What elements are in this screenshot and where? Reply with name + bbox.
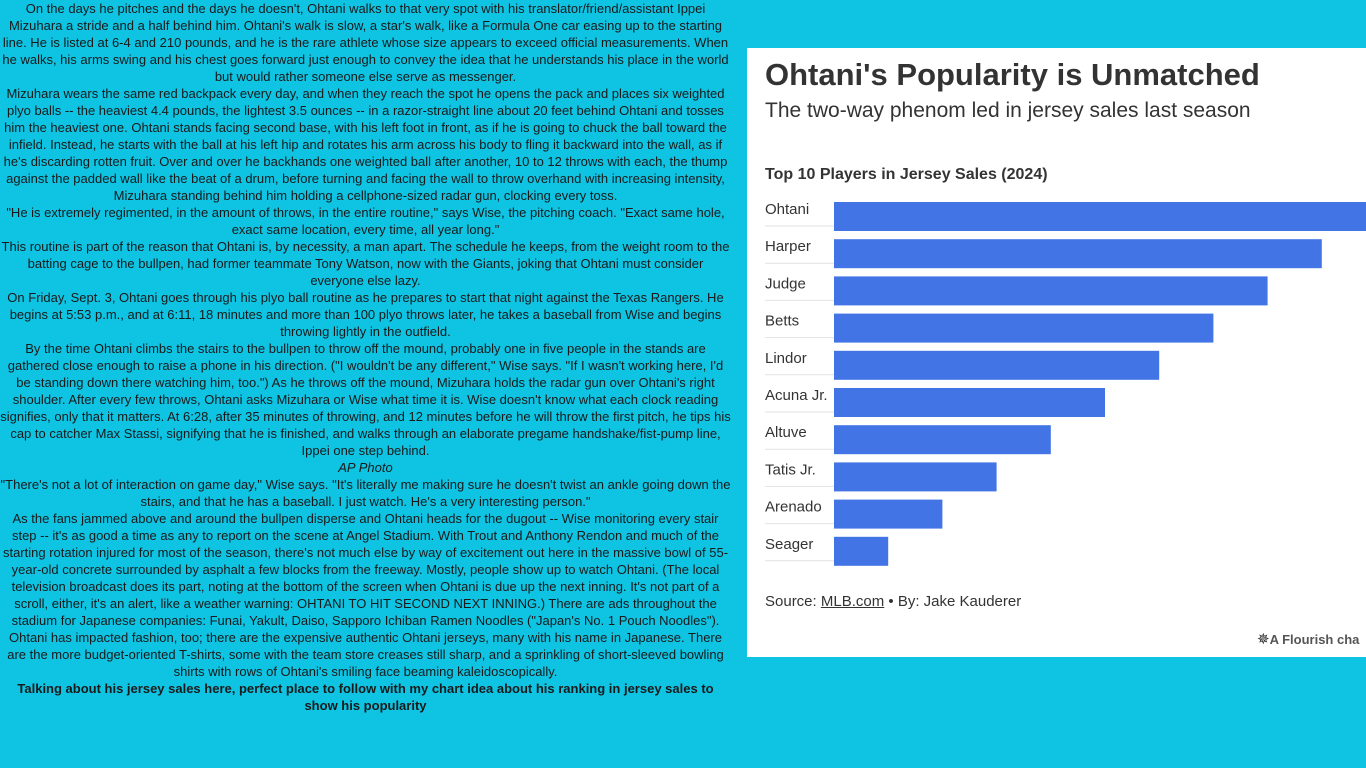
- category-label: Arenado: [765, 499, 822, 516]
- bar[interactable]: [834, 388, 1105, 417]
- article-paragraph: "He is extremely regimented, in the amou…: [6, 205, 725, 237]
- source-line: Source: MLB.com • By: Jake Kauderer: [765, 592, 1021, 612]
- category-label: Tatis Jr.: [765, 461, 816, 478]
- bar[interactable]: [834, 239, 1322, 269]
- category-label: Betts: [765, 313, 799, 330]
- chart-title: Ohtani's Popularity is Unmatched: [765, 57, 1260, 92]
- chart-card: Ohtani's Popularity is Unmatched The two…: [747, 48, 1366, 657]
- article-paragraph: As the fans jammed above and around the …: [2, 511, 729, 679]
- author-note: Talking about his jersey sales here, per…: [17, 681, 714, 713]
- category-label: Lindor: [765, 350, 807, 367]
- bar[interactable]: [834, 202, 1366, 231]
- article-paragraph: On Friday, Sept. 3, Ohtani goes through …: [7, 290, 724, 339]
- flourish-credit[interactable]: ✵A Flourish cha: [1257, 632, 1359, 648]
- bar[interactable]: [834, 313, 1214, 343]
- bar[interactable]: [834, 350, 1160, 380]
- photo-caption: AP Photo: [338, 460, 393, 475]
- flourish-credit-label: A Flourish cha: [1269, 632, 1360, 647]
- bar[interactable]: [834, 276, 1268, 306]
- category-label: Judge: [765, 275, 806, 292]
- bar-chart: Ohtani Harper Judge Betts Lindor Acuna Jr. Alt…: [765, 201, 1366, 566]
- bar[interactable]: [834, 462, 997, 492]
- source-link[interactable]: MLB.com: [820, 593, 885, 610]
- article-paragraph: "There's not a lot of interaction on gam…: [0, 477, 731, 509]
- source-byline: • By: Jake Kauderer: [884, 593, 1022, 610]
- article-text: On the days he pitches and the days he d…: [0, 0, 731, 714]
- flourish-star-icon: ✵: [1257, 631, 1270, 648]
- bar[interactable]: [834, 536, 889, 566]
- chart-subtitle: The two-way phenom led in jersey sales l…: [765, 99, 1251, 122]
- article-paragraph: This routine is part of the reason that …: [1, 239, 730, 288]
- bar[interactable]: [834, 499, 943, 529]
- article-paragraph: By the time Ohtani climbs the stairs to …: [0, 341, 731, 458]
- category-label: Altuve: [765, 424, 807, 441]
- category-label: Ohtani: [765, 201, 809, 218]
- source-prefix: Source:: [765, 593, 821, 610]
- category-label: Acuna Jr.: [765, 387, 828, 404]
- article-paragraph: On the days he pitches and the days he d…: [2, 1, 729, 84]
- bar[interactable]: [834, 425, 1051, 455]
- chart-heading: Top 10 Players in Jersey Sales (2024): [765, 166, 1048, 183]
- category-label: Seager: [765, 536, 813, 553]
- category-label: Harper: [765, 238, 811, 255]
- article-paragraph: Mizuhara wears the same red backpack eve…: [3, 86, 728, 203]
